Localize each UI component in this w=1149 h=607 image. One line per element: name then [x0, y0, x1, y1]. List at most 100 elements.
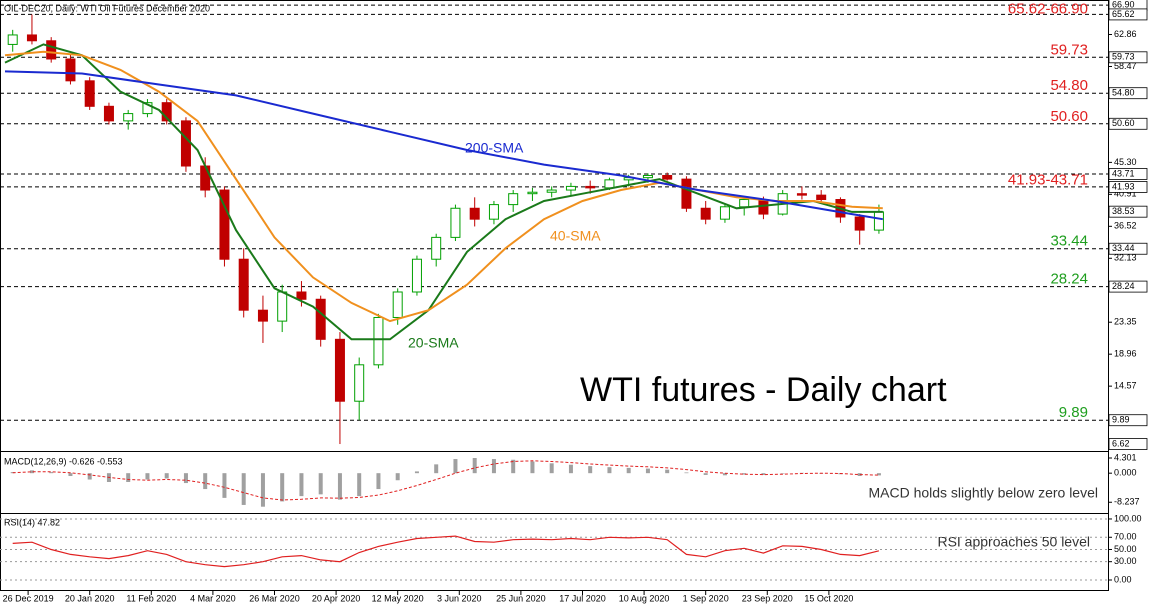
chart-title: WTI futures - Daily chart	[580, 371, 947, 409]
macd-bar	[453, 459, 458, 474]
macd-bar	[626, 467, 631, 474]
candle-body	[161, 102, 172, 122]
macd-bar	[434, 464, 439, 474]
level-label: 59.73	[1050, 41, 1088, 58]
price-box-label: 6.62	[1112, 438, 1130, 448]
x-tick-label: 26 Mar 2020	[249, 593, 300, 603]
candle-body	[565, 185, 576, 191]
macd-bar	[49, 472, 54, 474]
y-tick-label: 100.00	[1114, 513, 1142, 523]
candle-body	[257, 309, 268, 322]
macd-bar	[876, 473, 881, 476]
price-box	[1108, 242, 1148, 255]
macd-bar	[780, 473, 785, 474]
macd-bar	[241, 473, 246, 505]
y-tick-label: 62.86	[1114, 29, 1137, 39]
macd-bar	[568, 464, 573, 474]
level-label: 41.93-43.71	[1008, 171, 1088, 188]
macd-header: MACD(12,26,9) -0.626 -0.553	[4, 456, 123, 466]
candle-body	[527, 191, 538, 195]
candle-body	[142, 102, 153, 115]
level-label: 50.60	[1050, 108, 1088, 125]
candle-body	[315, 298, 326, 340]
macd-bar	[472, 458, 477, 474]
candle-body	[585, 185, 596, 189]
y-tick-label: 0.000	[1114, 468, 1137, 478]
macd-bar	[337, 473, 342, 500]
candle-body	[508, 193, 519, 206]
macd-bar	[588, 466, 593, 474]
price-box-label: 41.93	[1112, 181, 1135, 191]
moving-average	[4, 70, 883, 221]
y-tick-label: 36.52	[1114, 221, 1137, 231]
candle-body	[65, 58, 76, 82]
candle-body	[219, 189, 230, 260]
candle-body	[700, 207, 711, 220]
macd-bar	[549, 463, 554, 474]
x-tick-label: 20 Apr 2020	[312, 593, 361, 603]
x-tick-label: 23 Sep 2020	[742, 593, 793, 603]
macd-bar	[260, 473, 265, 507]
level-label: 9.89	[1059, 404, 1088, 421]
rsi-note: RSI approaches 50 level	[937, 534, 1090, 550]
candle-body	[238, 258, 249, 311]
price-box-label: 43.71	[1112, 168, 1135, 178]
macd-bar	[280, 473, 285, 502]
macd-bar	[684, 472, 689, 474]
price-box	[1108, 205, 1148, 218]
candle-body	[873, 211, 884, 231]
candle-body	[180, 120, 191, 167]
macd-bar	[318, 473, 323, 495]
price-box	[1108, 8, 1148, 21]
candle-body	[26, 34, 37, 42]
y-tick-label: 70.00	[1114, 532, 1137, 542]
candle-body	[488, 204, 499, 220]
candle-body	[277, 291, 288, 322]
macd-bar	[607, 467, 612, 474]
price-box-label: 59.73	[1112, 52, 1135, 62]
candle-body	[816, 194, 827, 201]
price-box	[1108, 181, 1148, 193]
y-tick-label: -8.237	[1114, 497, 1140, 507]
x-tick-label: 15 Oct 2020	[804, 593, 853, 603]
price-box-label: 28.24	[1112, 281, 1135, 291]
price-box-label: 54.80	[1112, 88, 1135, 98]
candle-body	[103, 105, 114, 122]
y-tick-label: 14.57	[1114, 381, 1137, 391]
macd-bar	[530, 461, 535, 474]
macd-bar	[491, 459, 496, 474]
level-label: 65.62-66.90	[1008, 1, 1088, 18]
price-box	[1108, 438, 1148, 450]
candle-body	[123, 113, 134, 122]
y-tick-label: 50.00	[1114, 544, 1137, 554]
macd-note: MACD holds slightly below zero level	[868, 485, 1098, 501]
macd-bar	[164, 473, 169, 479]
candle-body	[46, 40, 57, 60]
y-tick-label: 40.91	[1114, 189, 1137, 199]
level-label: 54.80	[1050, 77, 1088, 94]
macd-bar	[511, 459, 516, 474]
macd-bar	[742, 473, 747, 475]
candle-body	[450, 207, 461, 238]
price-box	[1108, 414, 1148, 427]
x-tick-label: 12 May 2020	[372, 593, 424, 603]
candle-body	[642, 174, 653, 179]
macd-bar	[87, 473, 92, 480]
x-tick-label: 3 Jun 2020	[437, 593, 482, 603]
candle-body	[854, 216, 865, 231]
candle-body	[392, 291, 403, 318]
x-tick-label: 4 Mar 2020	[190, 593, 236, 603]
macd-bar	[183, 473, 188, 484]
x-tick-label: 17 Jul 2020	[559, 593, 606, 603]
price-box-label: 33.44	[1112, 243, 1135, 253]
macd-bar	[722, 473, 727, 476]
price-box	[1108, 51, 1148, 64]
rsi-line	[12, 535, 880, 568]
y-tick-label: 4.301	[1114, 452, 1137, 462]
candle-body	[7, 34, 18, 45]
candle-body	[796, 193, 807, 196]
macd-bar	[665, 469, 670, 474]
price-box-label: 9.89	[1112, 415, 1130, 425]
